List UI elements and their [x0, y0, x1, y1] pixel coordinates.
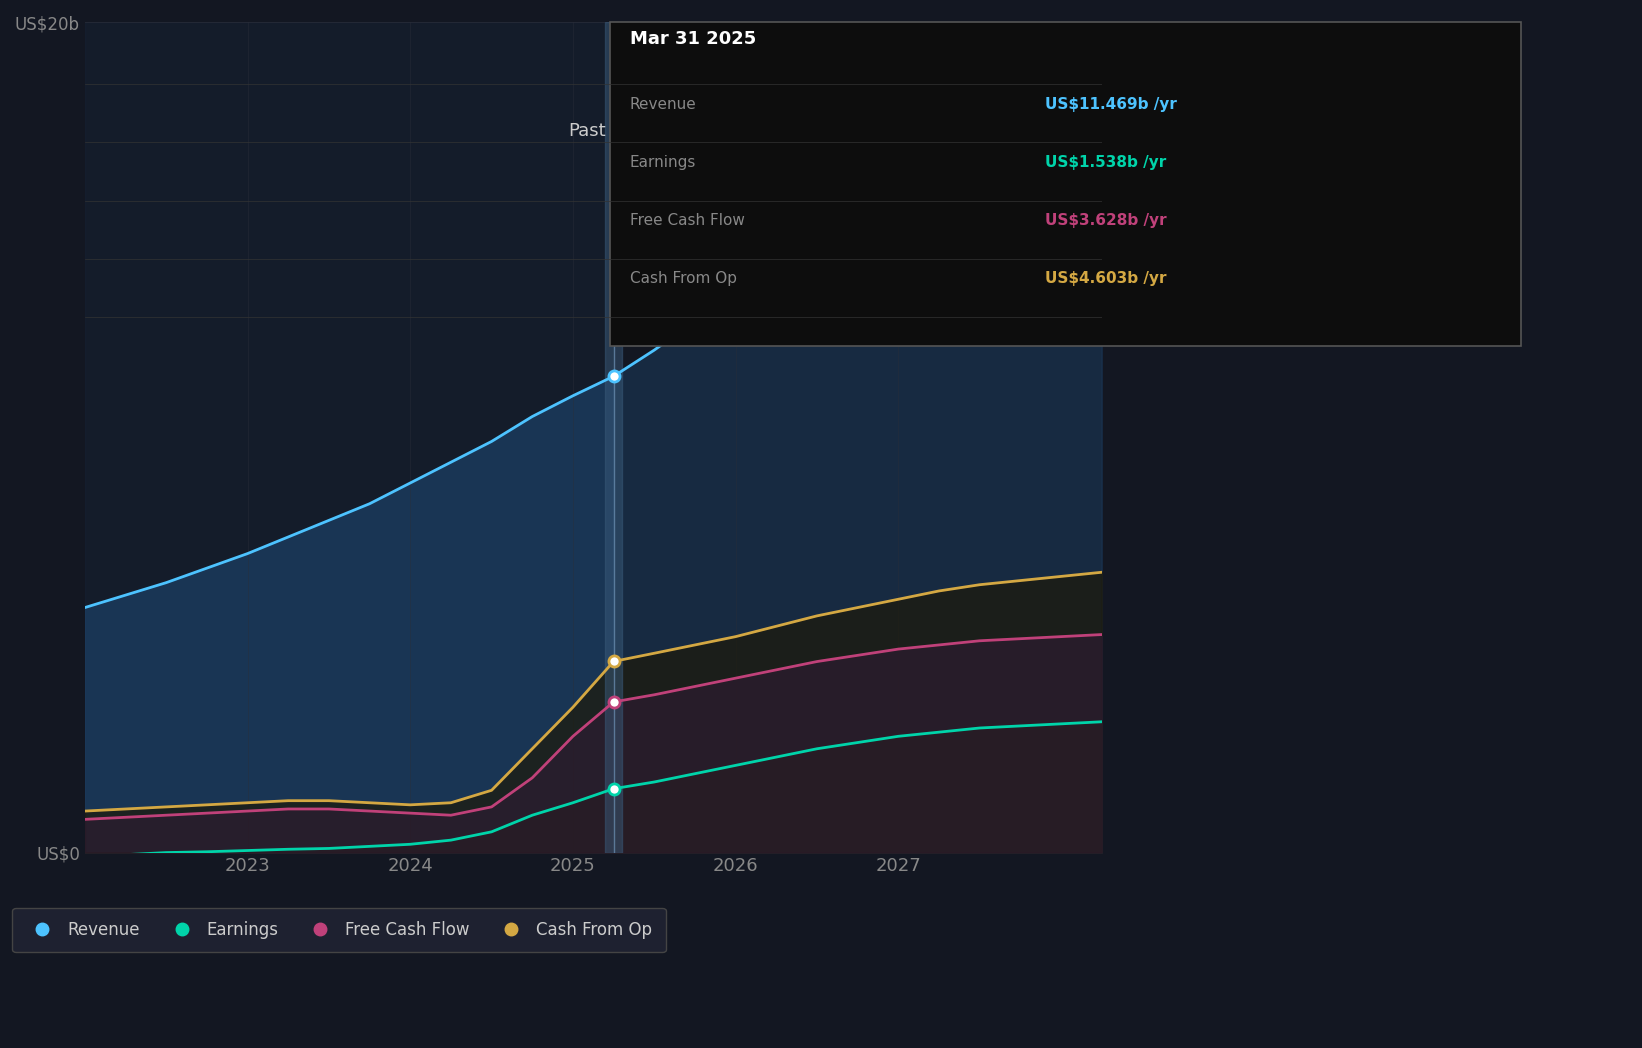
Text: Earnings: Earnings	[631, 155, 696, 170]
Text: US$11.469b /yr: US$11.469b /yr	[1044, 96, 1177, 112]
Text: Free Cash Flow: Free Cash Flow	[631, 213, 745, 228]
Text: Past: Past	[568, 122, 606, 139]
Text: Cash From Op: Cash From Op	[631, 271, 737, 286]
Text: US$4.603b /yr: US$4.603b /yr	[1044, 271, 1166, 286]
Bar	[606, 22, 622, 853]
FancyBboxPatch shape	[611, 22, 1522, 346]
Text: US$1.538b /yr: US$1.538b /yr	[1044, 155, 1166, 170]
Text: Analysts Forecasts: Analysts Forecasts	[627, 122, 795, 139]
Text: Mar 31 2025: Mar 31 2025	[631, 30, 755, 48]
Legend: Revenue, Earnings, Free Cash Flow, Cash From Op: Revenue, Earnings, Free Cash Flow, Cash …	[13, 908, 665, 953]
Bar	[85, 22, 614, 853]
Text: Revenue: Revenue	[631, 96, 696, 112]
Text: US$3.628b /yr: US$3.628b /yr	[1044, 213, 1166, 228]
